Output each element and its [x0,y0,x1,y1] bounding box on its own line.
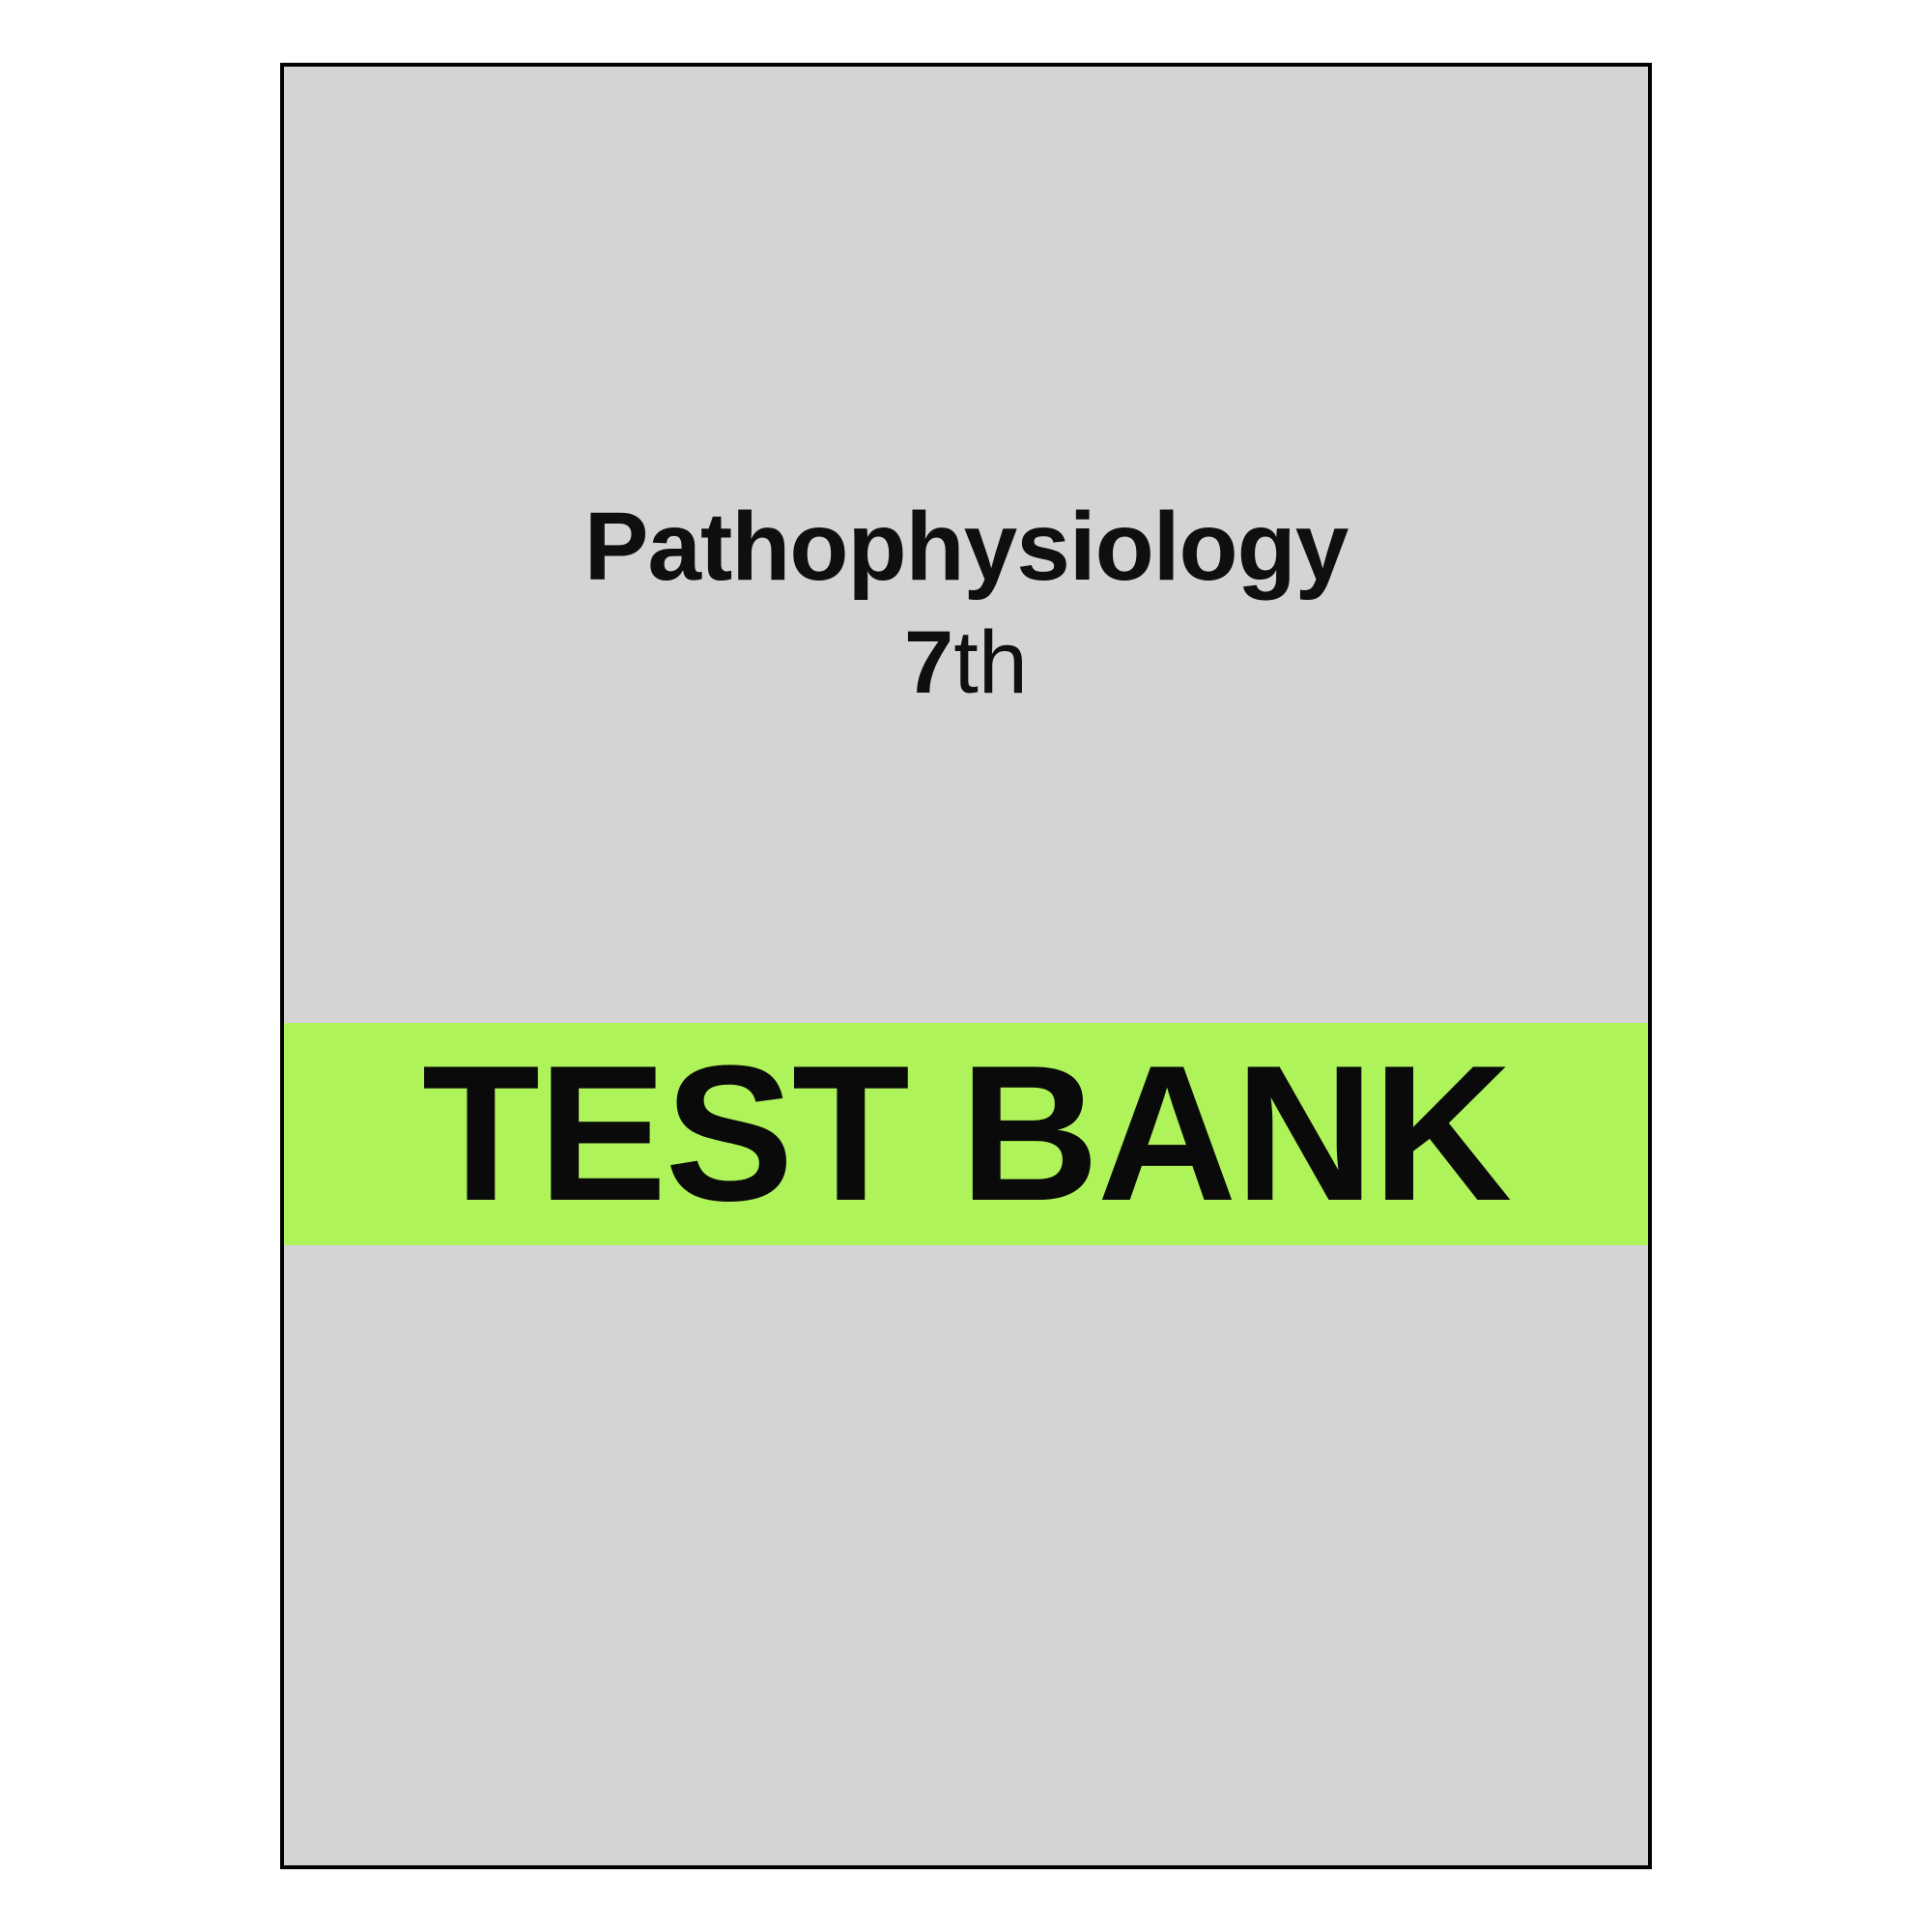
edition-suffix: th [953,613,1028,712]
edition-number: 7 [904,613,953,712]
edition-line: 7th [584,612,1349,714]
title-section: Pathophysiology 7th [584,492,1349,714]
banner-text: TEST BANK [422,1023,1510,1245]
test-bank-banner: TEST BANK [284,1023,1648,1245]
book-title: Pathophysiology [584,492,1349,603]
book-cover: Pathophysiology 7th TEST BANK [280,63,1652,1869]
